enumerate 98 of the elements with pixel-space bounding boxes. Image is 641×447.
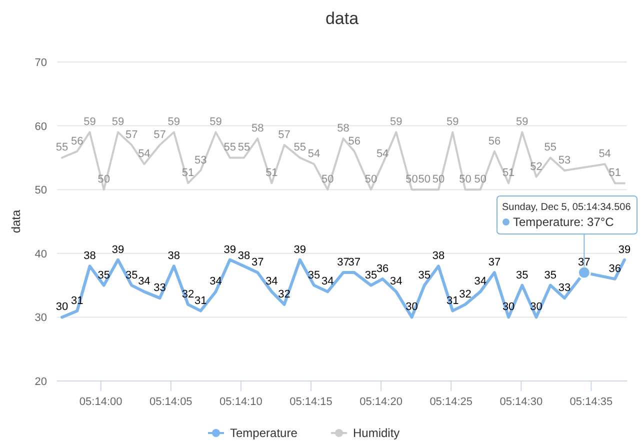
annotation: Sunday, Dec 5, 05:14:34.506 Temperature: 37°C [502,202,632,229]
data-label: 30 [56,301,68,314]
x-tick-label: 05:14:00 [79,396,122,408]
x-tick-label: 05:14:15 [290,396,332,408]
legend-label: Temperature [230,426,298,440]
data-label: 36 [376,262,389,275]
data-label: 38 [84,250,96,262]
x-tick-label: 05:14:35 [570,396,613,408]
data-label: 54 [138,148,150,160]
data-label: 39 [224,244,236,256]
data-label: 39 [294,244,306,256]
y-tick-label: 20 [34,376,47,388]
data-label: 57 [154,128,166,141]
data-label: 50 [98,174,110,186]
data-label: 32 [278,288,290,300]
data-label: 35 [544,269,557,282]
data-label: 39 [112,244,124,256]
x-tick-label: 05:14:20 [360,396,402,408]
data-label: 32 [182,288,194,300]
data-label: 59 [446,116,459,128]
data-label: 54 [598,148,611,160]
x-tick-label: 05:14:05 [149,396,192,408]
data-label: 56 [71,135,84,148]
data-label: 34 [322,276,334,288]
data-label: 31 [194,294,207,307]
data-label: 37 [488,256,501,269]
data-label: 35 [308,269,320,282]
data-label: 33 [154,282,166,294]
data-label: 30 [530,301,542,314]
data-label: 56 [348,135,360,148]
data-label: 57 [278,128,290,141]
data-label: 35 [98,269,110,282]
data-label: 30 [502,301,515,314]
data-label: 30 [406,301,418,314]
data-label: 34 [266,276,278,288]
data-label: 54 [376,148,389,160]
data-label: 38 [168,250,180,262]
data-label: 34 [390,276,402,288]
data-label: 35 [125,269,138,282]
data-label: 50 [406,174,418,186]
data-label: 53 [558,154,571,166]
data-label: 56 [488,135,501,148]
data-label: 57 [125,128,138,141]
data-label: 32 [459,288,472,300]
data-label: 35 [364,269,378,282]
data-label: 51 [266,167,278,180]
data-label: 55 [238,142,250,154]
data-label: 34 [138,276,150,288]
x-tick-label: 05:14:10 [220,396,262,408]
data-label: 59 [84,116,96,128]
x-tick-label: 05:14:30 [500,396,543,408]
data-label: 50 [364,174,378,186]
data-label: 38 [432,250,445,262]
data-label: 59 [390,116,402,128]
data-label: 55 [224,142,236,154]
data-label: 53 [194,154,207,166]
data-label: 50 [432,174,445,186]
data-label: 50 [459,174,472,186]
data-label: 50 [322,174,334,186]
y-tick-label: 30 [34,312,47,324]
data-label: 38 [238,250,250,262]
data-label: 51 [182,167,194,180]
data-label: 37 [251,256,264,269]
data-label: 55 [294,142,306,154]
data-label: 34 [210,276,222,288]
data-label: 55 [544,142,557,154]
data-label: 54 [308,148,320,160]
y-axis-title: data [9,210,23,234]
data-label: 59 [168,116,180,128]
data-label: 35 [418,269,431,282]
x-tick-label: 05:14:25 [430,396,473,408]
data-label: 37 [337,256,350,269]
data-label: 31 [446,294,459,307]
data-label: 51 [502,167,515,180]
data-label: 55 [56,142,68,154]
data-label: 51 [608,167,622,180]
data-label: 52 [530,160,542,173]
data-label: 34 [474,276,486,288]
data-label: 36 [608,262,622,275]
data-label: 37 [578,256,590,269]
data-label: 58 [337,122,350,135]
data-label: 59 [516,116,528,128]
data-label: 31 [71,294,84,307]
y-tick-label: 60 [34,120,47,133]
data-label: 50 [474,174,486,186]
data-label: 33 [558,282,571,294]
data-label: 58 [251,122,264,135]
data-label: 39 [618,244,631,256]
data-label: 37 [348,256,360,269]
chart-title: data [325,9,360,28]
legend-label: Humidity [353,426,400,440]
y-tick-label: 70 [34,57,47,69]
data-label: 59 [112,116,124,128]
data-label: 59 [210,116,222,128]
data-label: 35 [516,269,528,282]
y-tick-label: 40 [34,248,47,260]
y-tick-label: 50 [34,184,47,197]
data-label: 50 [418,174,431,186]
